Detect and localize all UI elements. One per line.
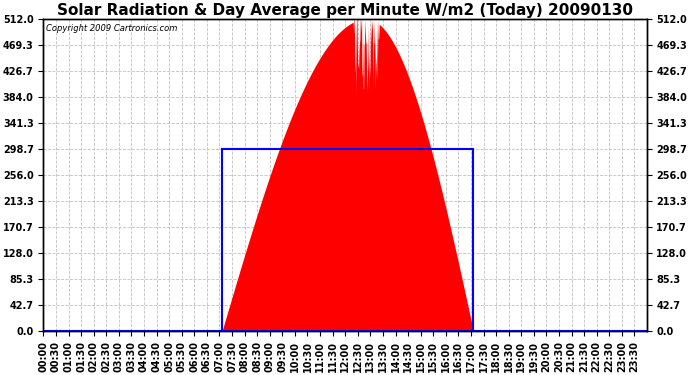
Text: Copyright 2009 Cartronics.com: Copyright 2009 Cartronics.com (46, 24, 178, 33)
Bar (222, 149, 473, 332)
Title: Solar Radiation & Day Average per Minute W/m2 (Today) 20090130: Solar Radiation & Day Average per Minute… (57, 3, 633, 18)
